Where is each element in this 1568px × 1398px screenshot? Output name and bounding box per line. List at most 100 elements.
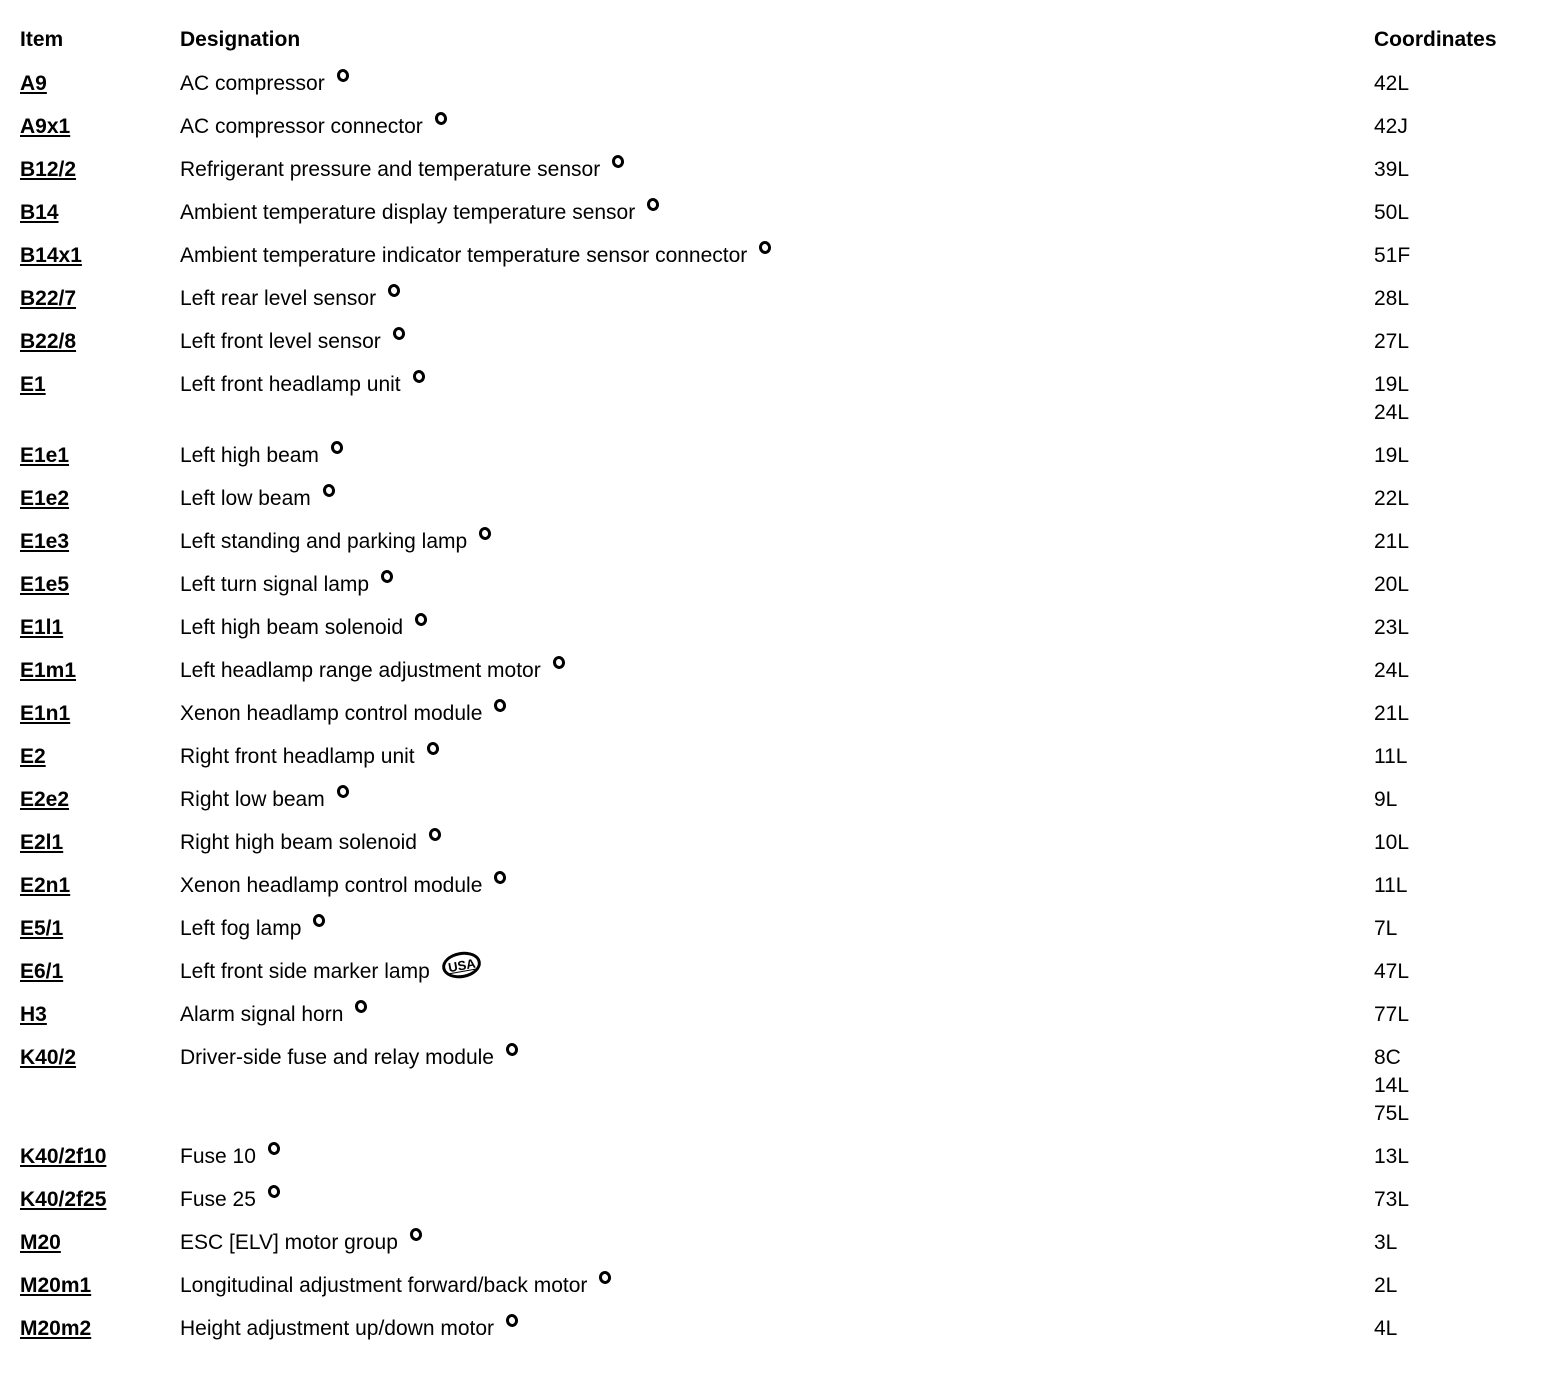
designation-text: Alarm signal horn: [180, 1003, 344, 1026]
usa-marker-icon: [413, 612, 429, 627]
table-row: E1l1 Left high beam solenoid 23L: [20, 612, 1522, 657]
item-code-link[interactable]: A9: [20, 72, 47, 95]
item-code-link[interactable]: B22/8: [20, 330, 77, 353]
table-row: B14 Ambient temperature display temperat…: [20, 197, 1522, 242]
item-code-link[interactable]: E1n1: [20, 702, 71, 725]
designation-text: Refrigerant pressure and temperature sen…: [180, 158, 601, 181]
usa-marker-icon: [354, 999, 369, 1014]
table-row: B22/7 Left rear level sensor 28L: [20, 283, 1522, 328]
table-row: B14x1 Ambient temperature indicator temp…: [20, 240, 1522, 285]
item-code-link[interactable]: E1e3: [20, 530, 70, 553]
usa-marker-icon: [387, 283, 402, 298]
parts-legend-table: Item Designation Coordinates A9 AC compr…: [20, 26, 1522, 1358]
coordinates-cell: 51F: [1374, 242, 1522, 285]
item-code-link[interactable]: E1e2: [20, 487, 70, 510]
item-code-link[interactable]: E2: [20, 745, 46, 768]
item-code-link[interactable]: E1: [20, 373, 46, 396]
item-code-link[interactable]: E1l1: [20, 616, 64, 639]
item-code-link[interactable]: B14: [20, 201, 59, 224]
usa-marker-icon: [551, 655, 566, 670]
usa-marker-icon: [321, 483, 336, 498]
coordinate-value: 3L: [1374, 1231, 1398, 1254]
item-code-link[interactable]: M20: [20, 1231, 61, 1254]
item-code-link[interactable]: E2n1: [20, 874, 71, 897]
coordinate-value: 22L: [1374, 487, 1410, 510]
designation-text: Left low beam: [180, 487, 311, 510]
designation-text: Left front level sensor: [180, 330, 381, 353]
item-code-link[interactable]: E1e1: [20, 444, 70, 467]
coordinates-cell: 19L: [1374, 442, 1522, 485]
table-row: K40/2 Driver-side fuse and relay module …: [20, 1042, 1522, 1143]
usa-marker-icon: [493, 870, 508, 885]
coordinates-cell: 50L: [1374, 199, 1522, 242]
coordinate-value: 10L: [1374, 831, 1410, 854]
designation-text: AC compressor: [180, 72, 325, 95]
coordinate-value: 47L: [1374, 960, 1410, 983]
item-code-link[interactable]: A9x1: [20, 115, 71, 138]
usa-marker-icon: [493, 698, 508, 713]
coordinate-value: 19L: [1374, 373, 1410, 396]
table-row: M20m2 Height adjustment up/down motor 4L: [20, 1313, 1522, 1358]
designation-text: Left high beam: [180, 444, 319, 467]
coordinates-cell: 13L: [1374, 1143, 1522, 1186]
item-code-link[interactable]: K40/2: [20, 1046, 77, 1069]
item-code-link[interactable]: E2e2: [20, 788, 70, 811]
coordinate-value: 51F: [1374, 244, 1411, 267]
coordinate-value: 7L: [1374, 917, 1398, 940]
item-code-link[interactable]: B12/2: [20, 158, 77, 181]
item-code-link[interactable]: E1m1: [20, 659, 77, 682]
item-code-link[interactable]: H3: [20, 1003, 47, 1026]
coordinates-cell: 21L: [1374, 528, 1522, 571]
item-code-link[interactable]: E1e5: [20, 573, 70, 596]
designation-text: Fuse 25: [180, 1188, 256, 1211]
usa-marker-icon: [335, 784, 350, 799]
item-code-link[interactable]: K40/2f10: [20, 1145, 107, 1168]
coordinate-value: 39L: [1374, 158, 1410, 181]
designation-text: Height adjustment up/down motor: [180, 1317, 495, 1340]
designation-text: Fuse 10: [180, 1145, 256, 1168]
usa-marker-icon: [312, 913, 327, 928]
designation-text: Left standing and parking lamp: [180, 530, 468, 553]
table-row: E1e2 Left low beam 22L: [20, 483, 1522, 528]
coordinates-cell: 24L: [1374, 657, 1522, 700]
coordinate-value: 27L: [1374, 330, 1410, 353]
coordinate-value: 2L: [1374, 1274, 1398, 1297]
item-code-link[interactable]: M20m2: [20, 1317, 92, 1340]
designation-text: Left front headlamp unit: [180, 373, 401, 396]
table-row: K40/2f10 Fuse 10 13L: [20, 1141, 1522, 1186]
usa-marker-icon: [504, 1042, 520, 1057]
designation-text: AC compressor connector: [180, 115, 423, 138]
table-row: E1e1 Left high beam 19L: [20, 440, 1522, 485]
table-row: B12/2 Refrigerant pressure and temperatu…: [20, 154, 1522, 199]
table-row: E2l1 Right high beam solenoid 10L: [20, 827, 1522, 872]
usa-marker-icon: [433, 111, 448, 126]
coordinate-value: 75L: [1374, 1102, 1410, 1125]
coordinate-value: 24L: [1374, 659, 1410, 682]
coordinate-value: 4L: [1374, 1317, 1398, 1340]
coordinate-value: 28L: [1374, 287, 1410, 310]
coordinates-cell: 8C 14L 75L: [1374, 1044, 1522, 1143]
item-code-link[interactable]: B14x1: [20, 244, 82, 267]
item-code-link[interactable]: E2l1: [20, 831, 64, 854]
table-row: E1e3 Left standing and parking lamp 21L: [20, 526, 1522, 571]
coordinates-cell: 28L: [1374, 285, 1522, 328]
item-code-link[interactable]: E6/1: [20, 960, 64, 983]
designation-text: Xenon headlamp control module: [180, 874, 483, 897]
usa-marker-icon: [504, 1313, 520, 1328]
table-row: E1e5 Left turn signal lamp 20L: [20, 569, 1522, 614]
coordinate-value: 19L: [1374, 444, 1410, 467]
designation-text: Left rear level sensor: [180, 287, 377, 310]
coordinates-cell: 73L: [1374, 1186, 1522, 1229]
item-code-link[interactable]: B22/7: [20, 287, 77, 310]
usa-marker-icon: [411, 369, 426, 384]
table-row: B22/8 Left front level sensor 27L: [20, 326, 1522, 371]
item-code-link[interactable]: E5/1: [20, 917, 64, 940]
usa-marker-icon: [380, 569, 395, 584]
designation-text: Left front side marker lamp: [180, 960, 430, 983]
item-code-link[interactable]: K40/2f25: [20, 1188, 107, 1211]
item-code-link[interactable]: M20m1: [20, 1274, 92, 1297]
designation-text: Left fog lamp: [180, 917, 302, 940]
coordinate-value: 77L: [1374, 1003, 1410, 1026]
usa-marker-icon: [427, 827, 443, 842]
